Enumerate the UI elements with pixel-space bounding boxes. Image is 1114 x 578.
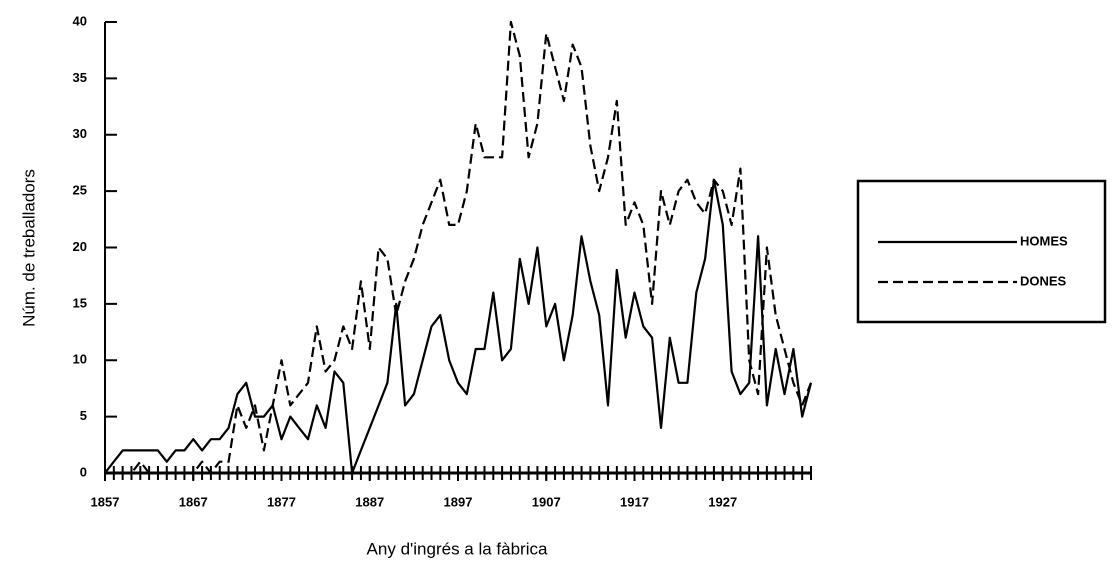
x-tick-label: 1907 [532, 494, 561, 509]
x-tick-label: 1857 [91, 494, 120, 509]
y-tick-label: 10 [73, 352, 87, 367]
y-tick-label: 35 [73, 70, 87, 85]
x-tick-label: 1927 [708, 494, 737, 509]
y-tick-label: 0 [80, 464, 87, 479]
y-axis-label: Núm. de treballadors [19, 169, 38, 327]
series-line [104, 178, 813, 475]
x-axis-label: Any d'ingrés a la fàbrica [367, 539, 548, 558]
y-tick-label: 30 [73, 126, 87, 141]
series-line [105, 20, 813, 475]
legend-label: HOMES [1020, 233, 1068, 248]
x-tick-label: 1917 [620, 494, 649, 509]
y-tick-label: 20 [73, 239, 87, 254]
x-tick-label: 1867 [179, 494, 208, 509]
y-tick-label: 5 [80, 408, 87, 423]
legend-box [856, 179, 1107, 324]
x-tick-label: 1887 [355, 494, 384, 509]
y-tick-label: 25 [73, 183, 87, 198]
x-tick-label: 1877 [267, 494, 296, 509]
y-tick-label: 40 [73, 13, 87, 28]
x-tick-label: 1897 [444, 494, 473, 509]
legend-label: DONES [1020, 273, 1067, 288]
y-tick-label: 15 [73, 295, 87, 310]
